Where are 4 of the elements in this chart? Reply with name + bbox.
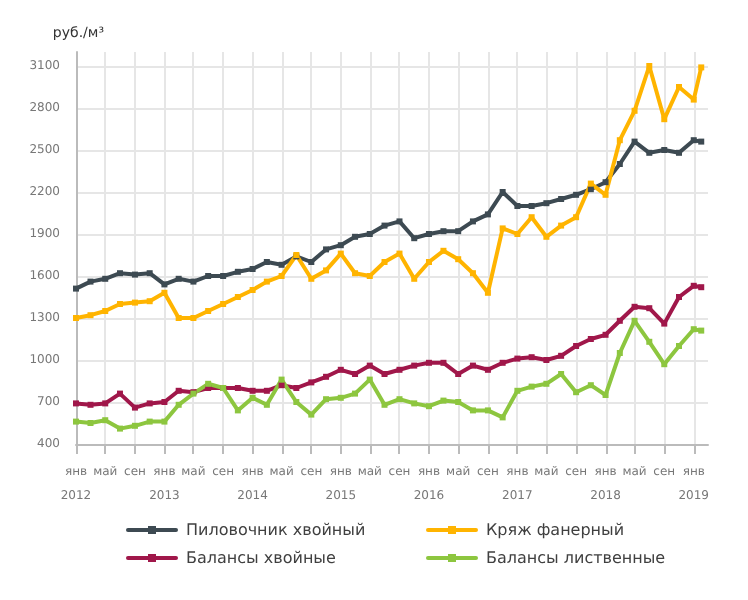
legend-label: Балансы лиственные xyxy=(486,549,666,567)
legend-label: Пиловочник хвойный xyxy=(186,521,366,539)
legend-label: Кряж фанерный xyxy=(486,521,625,539)
legend-label: Балансы хвойные xyxy=(186,549,336,567)
